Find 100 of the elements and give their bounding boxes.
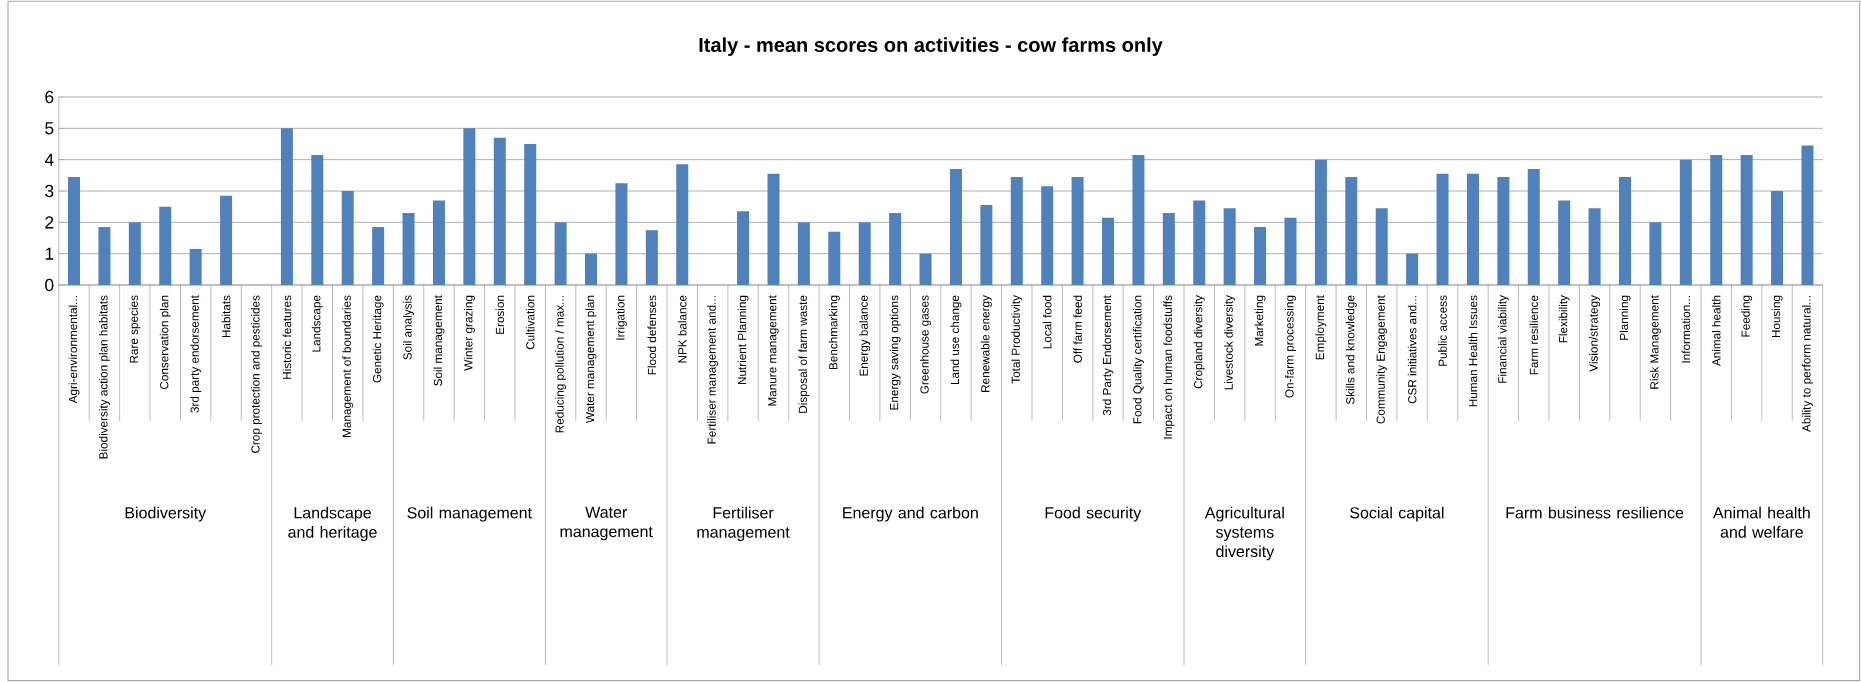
bar [889, 212, 902, 285]
bar [1740, 154, 1753, 285]
bar [676, 164, 689, 285]
x-tick-label: Soil management [433, 295, 445, 386]
x-tick-label: Reducing pollution / max... [555, 296, 567, 433]
bar [1375, 208, 1388, 285]
x-tick-label: Winter grazing [463, 295, 475, 371]
text: Farm business resilience [1506, 506, 1684, 519]
x-tick-label: Feeding [1741, 295, 1753, 337]
x-tick-label: Disposal of farm waste [798, 295, 810, 413]
bar [524, 144, 537, 285]
bar [402, 212, 415, 285]
x-tick-label: Public access [1438, 295, 1447, 366]
bar [1254, 227, 1267, 285]
x-tick-label: Information... [1681, 296, 1691, 363]
x-tick-label: Animal health [1711, 295, 1721, 367]
bar [1588, 208, 1601, 285]
text: Social capital [1350, 506, 1444, 522]
x-tick-label: Nutrient Planning [737, 295, 749, 385]
text: Animal health and welfare [1712, 506, 1810, 538]
bar [1102, 217, 1115, 285]
y-tick-label: 2 [45, 216, 54, 229]
x-tick-label: Cultivation [525, 295, 535, 350]
text: Agricultural systems diversity [1204, 506, 1284, 561]
bar [1649, 222, 1662, 285]
x-tick-label: Genetic Heritage [372, 295, 384, 383]
bar [1162, 212, 1175, 285]
y-tick-label: 3 [45, 184, 54, 198]
x-tick-label: Food Quality certification [1132, 295, 1144, 424]
bar [1436, 173, 1449, 285]
x-tick-label: Greenhouse gases [920, 295, 931, 394]
x-tick-label: Ability to perform natural... [1801, 296, 1813, 432]
x-tick-label: Impact on human foodstuffs [1163, 295, 1175, 439]
x-tick-label: CSR initiatives and... [1407, 296, 1417, 404]
x-tick-label: Land use change [950, 295, 962, 385]
bar [1497, 176, 1510, 285]
bar [1071, 176, 1084, 285]
y-tick-label: 1 [45, 247, 54, 260]
bar [554, 222, 567, 285]
bar [341, 191, 354, 285]
bar [159, 206, 172, 285]
x-tick-label: Landscape [311, 295, 323, 352]
bar [1284, 217, 1297, 285]
bar [1771, 191, 1784, 285]
x-tick-label: Manure management [768, 295, 779, 406]
bar [980, 205, 993, 285]
bar [1466, 173, 1479, 285]
x-tick-label: Agri-environmental... [68, 296, 80, 404]
x-tick-label: On-farm processing [1285, 295, 1296, 398]
x-tick-label: Habitats [221, 295, 231, 338]
bar [1679, 159, 1692, 285]
bar [1193, 200, 1206, 285]
x-tick-label: Risk Management [1649, 295, 1661, 389]
bar [737, 211, 750, 285]
x-tick-label: 3rd party endorsement [190, 295, 202, 413]
bar [1345, 176, 1358, 285]
x-tick-label: Local food [1042, 295, 1052, 349]
x-tick-label: Farm resilience [1529, 295, 1539, 375]
bar [68, 176, 81, 285]
x-tick-label: Flexibility [1558, 295, 1570, 343]
x-tick-label: Conservation plan [159, 295, 171, 390]
y-tick-label: 0 [45, 278, 54, 292]
bar [1801, 145, 1814, 285]
x-tick-label: Livestock diversity [1224, 295, 1236, 390]
bar [463, 128, 476, 285]
x-tick-label: Marketing [1254, 295, 1266, 346]
bar [615, 183, 628, 285]
x-tick-label: 3rd Party Endorsement [1102, 295, 1114, 416]
x-tick-label: Flood defenses [647, 295, 657, 375]
x-tick-label: Crop protection and pesticides [251, 295, 262, 453]
bar [432, 200, 445, 285]
x-tick-label: Employment [1315, 295, 1327, 360]
x-tick-label: Irrigation [615, 295, 627, 340]
chart-title: Italy - mean scores on activities - cow farms only [699, 37, 1163, 56]
bar [1558, 200, 1571, 285]
x-tick-label: Water management plan [585, 295, 597, 424]
bar [1041, 186, 1054, 285]
bar [1527, 169, 1540, 285]
x-tick-label: Historic features [282, 295, 292, 379]
text: Food security [1045, 506, 1142, 522]
bar [645, 230, 658, 285]
x-tick-label: Community Engagement [1376, 295, 1388, 424]
x-tick-label: Planning [1619, 295, 1631, 340]
x-tick-label: Total Productivity [1011, 295, 1023, 384]
bar [767, 173, 780, 285]
bar [1314, 159, 1327, 285]
x-tick-label: Cropland diversity [1193, 295, 1205, 389]
bar [189, 248, 202, 285]
x-tick-label: Fertiliser management and... [707, 296, 719, 444]
x-tick-label: Soil analysis [403, 295, 415, 360]
bar [1619, 176, 1631, 285]
x-tick-label: Vision/strategy [1589, 295, 1601, 372]
bar [858, 222, 871, 285]
bar [1010, 176, 1023, 285]
x-tick-label: Energy balance [859, 295, 871, 376]
x-tick-label: Skills and knowledge [1345, 295, 1357, 405]
text: Fertiliser management [697, 506, 790, 541]
x-tick-label: Benchmarking [828, 295, 840, 370]
bar [311, 154, 324, 285]
x-tick-label: Management of boundaries [342, 295, 354, 437]
